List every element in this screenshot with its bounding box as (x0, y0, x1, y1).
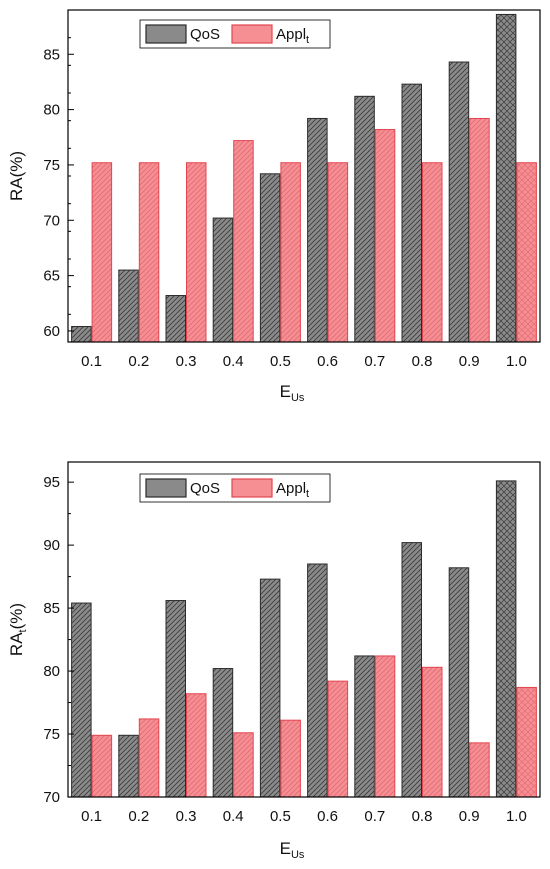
y-tick-label: 75 (43, 157, 60, 174)
chart-ra-t: 70 75 80 85 90 95 0.1 0.2 0.3 0.4 0.5 0.6 0.7 0.8 0.9 1… (7, 461, 541, 861)
bar-appl-0.6 (327, 162, 349, 343)
bar-qos-0.9 (448, 61, 470, 343)
y-axis-title: RAt(%) (7, 603, 29, 656)
legend-label-appl: Applt (276, 480, 309, 500)
y-tick-label: 85 (43, 46, 60, 63)
y-axis-title: RA(%) (7, 151, 26, 201)
bar-qos-0.3 (165, 295, 186, 343)
bar-appl-0.4 (233, 732, 254, 798)
y-tick-label: 90 (43, 537, 60, 554)
bar-qos-0.9 (448, 567, 470, 798)
y-tick-label: 75 (43, 726, 60, 743)
x-tick-label: 0.7 (364, 808, 385, 825)
x-tick-label: 0.4 (223, 353, 244, 370)
x-tick-label: 0.3 (176, 353, 197, 370)
x-tick-label: 0.5 (270, 353, 291, 370)
x-tick-label: 0.9 (459, 808, 480, 825)
bar-qos-1.0 (495, 480, 517, 798)
bar-appl-0.4 (233, 140, 254, 343)
bar-qos-0.1 (71, 602, 92, 798)
bar-appl-0.7 (374, 655, 396, 798)
bar-appl-1.0 (516, 162, 537, 343)
chart-ra: 60 65 70 75 80 85 0.1 0.2 0.3 0.4 0.5 0.6 0.7 0.8 0.9 1… (7, 9, 541, 404)
legend-swatch-qos (145, 478, 187, 498)
legend-swatch-appl (231, 24, 273, 44)
bar-qos-1.0 (495, 13, 517, 343)
bar-appl-0.7 (374, 129, 396, 343)
bar-appl-0.2 (138, 162, 160, 343)
bar-appl-0.8 (422, 162, 443, 343)
bar-appl-0.8 (422, 666, 443, 798)
bar-qos-0.1 (71, 326, 92, 343)
legend: QoS Applt (139, 19, 331, 49)
x-tick-label: 0.5 (270, 808, 291, 825)
x-tick-label: 0.7 (364, 353, 385, 370)
x-tick-label: 0.6 (317, 353, 338, 370)
bar-qos-0.4 (212, 668, 234, 798)
bar-appl-0.9 (469, 742, 490, 798)
x-tick-label: 1.0 (506, 353, 527, 370)
legend-label-qos: QoS (190, 26, 220, 43)
legend-label-appl: Applt (276, 26, 309, 46)
bar-qos-0.4 (212, 217, 234, 343)
y-tick-label: 70 (43, 789, 60, 806)
y-tick-label: 65 (43, 268, 60, 285)
bar-appl-0.1 (91, 734, 113, 798)
bar-qos-0.2 (118, 734, 139, 798)
x-axis-title: EUs (280, 382, 305, 404)
x-tick-label: 1.0 (506, 808, 527, 825)
x-tick-label: 0.9 (459, 353, 480, 370)
y-tick-label: 60 (43, 323, 60, 340)
x-tick-label: 0.1 (81, 353, 102, 370)
bar-qos-0.8 (401, 83, 422, 343)
y-tick-label: 70 (43, 212, 60, 229)
bar-qos-0.8 (401, 542, 422, 798)
bar-qos-0.6 (307, 563, 328, 798)
x-tick-label: 0.4 (223, 808, 244, 825)
bar-appl-0.5 (280, 162, 301, 343)
legend: QoS Applt (139, 473, 331, 503)
y-tick-label: 80 (43, 102, 60, 119)
x-tick-label: 0.8 (412, 808, 433, 825)
x-tick-label: 0.8 (412, 353, 433, 370)
bar-appl-1.0 (516, 686, 537, 798)
bar-appl-0.5 (280, 719, 301, 798)
x-tick-label: 0.2 (128, 353, 149, 370)
bar-appl-0.2 (138, 718, 160, 798)
plot-frame (67, 461, 541, 798)
x-tick-label: 0.3 (176, 808, 197, 825)
x-tick-label: 0.2 (128, 808, 149, 825)
bar-qos-0.6 (307, 117, 328, 343)
x-tick-label: 0.1 (81, 808, 102, 825)
bar-qos-0.5 (259, 578, 281, 798)
legend-swatch-qos (145, 24, 187, 44)
y-tick-label: 80 (43, 663, 60, 680)
x-axis-title: EUs (280, 839, 305, 861)
bar-appl-0.1 (91, 162, 113, 343)
bar-appl-0.3 (186, 693, 207, 798)
y-tick-label: 95 (43, 474, 60, 491)
legend-swatch-appl (231, 478, 273, 498)
bar-appl-0.3 (186, 162, 207, 343)
bar-qos-0.3 (165, 600, 186, 798)
legend-label-qos: QoS (190, 480, 220, 497)
x-tick-label: 0.6 (317, 808, 338, 825)
bar-qos-0.2 (118, 269, 139, 343)
bar-qos-0.5 (259, 173, 281, 343)
y-tick-label: 85 (43, 600, 60, 617)
bar-qos-0.7 (354, 95, 375, 343)
bar-qos-0.7 (354, 655, 375, 798)
bar-appl-0.9 (469, 117, 490, 343)
bar-appl-0.6 (327, 680, 349, 798)
